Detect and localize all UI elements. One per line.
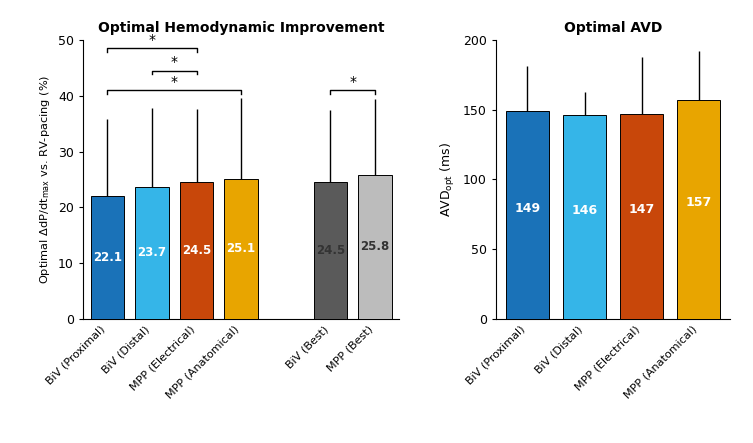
Bar [90, 196, 124, 319]
Title: Optimal Hemodynamic Improvement: Optimal Hemodynamic Improvement [98, 20, 385, 35]
Y-axis label: Optimal $\Delta$dP/dt$_\mathregular{max}$ vs. RV-pacing (%): Optimal $\Delta$dP/dt$_\mathregular{max}… [38, 75, 52, 284]
Text: *: * [148, 33, 155, 47]
Text: *: * [171, 75, 178, 89]
Text: 23.7: 23.7 [138, 246, 166, 259]
Bar [358, 175, 392, 319]
Text: *: * [349, 75, 356, 89]
Bar [180, 182, 213, 319]
Text: 24.5: 24.5 [316, 244, 345, 257]
Title: Optimal AVD: Optimal AVD [564, 20, 663, 35]
Text: 149: 149 [514, 202, 541, 214]
Bar [136, 187, 169, 319]
Text: 147: 147 [629, 203, 655, 216]
Text: 25.1: 25.1 [227, 242, 256, 256]
Bar [563, 115, 606, 319]
Bar [620, 114, 663, 319]
Text: 24.5: 24.5 [182, 244, 211, 257]
Bar [224, 179, 258, 319]
Bar [506, 111, 549, 319]
Bar [678, 100, 721, 319]
Y-axis label: AVD$_\mathrm{opt}$ (ms): AVD$_\mathrm{opt}$ (ms) [440, 142, 457, 217]
Text: 157: 157 [686, 196, 712, 209]
Text: 25.8: 25.8 [360, 241, 389, 253]
Bar [313, 182, 347, 319]
Text: 146: 146 [572, 204, 598, 217]
Text: 22.1: 22.1 [93, 251, 122, 264]
Text: *: * [171, 55, 178, 70]
